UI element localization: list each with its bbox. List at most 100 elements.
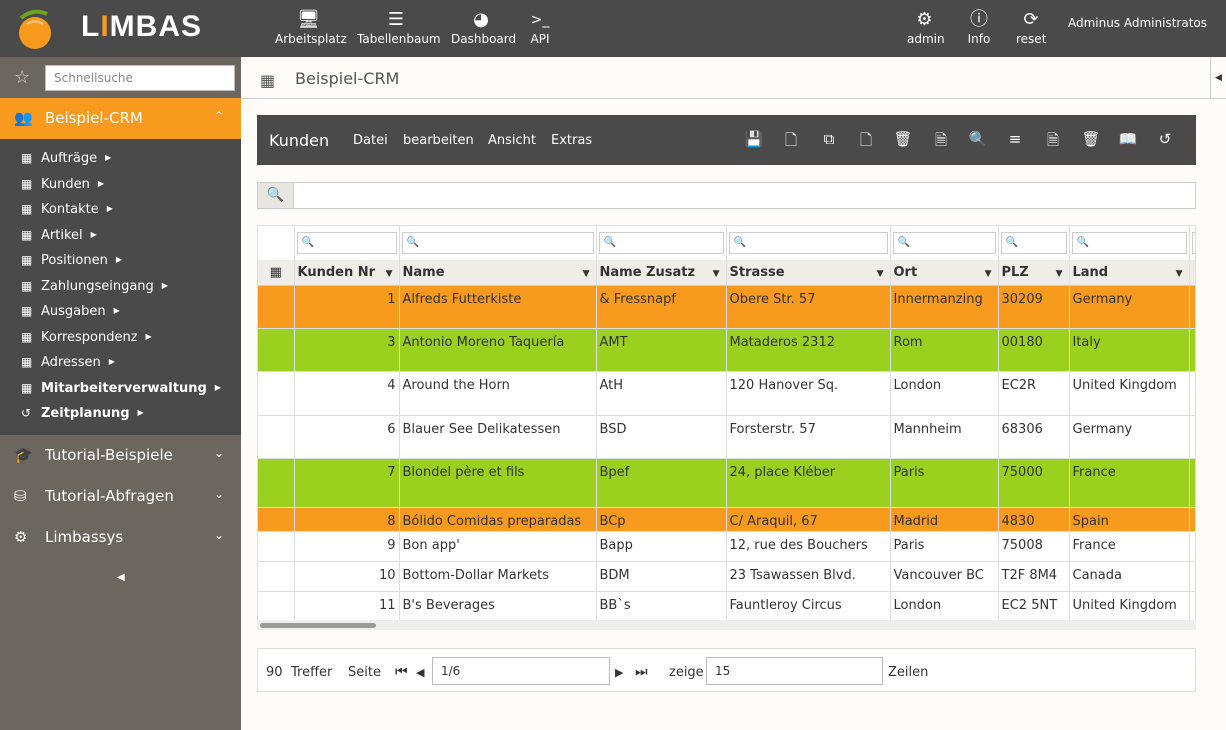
cell-extra[interactable] — [1189, 591, 1195, 621]
nav-api[interactable]: >_ API — [530, 10, 550, 46]
page-input[interactable]: 1/6 — [432, 657, 610, 685]
column-header-strasse[interactable]: Strasse ▼ — [726, 260, 891, 286]
cell-ort[interactable]: Mannheim — [890, 415, 999, 459]
cell-strasse[interactable]: Mataderos 2312 — [726, 328, 891, 372]
cell-strasse[interactable]: Obere Str. 57 — [726, 285, 891, 329]
caret-down-icon[interactable]: ▼ — [1175, 269, 1183, 279]
cell-extra[interactable] — [1189, 371, 1195, 416]
cell-nr[interactable]: 7 — [294, 458, 400, 508]
filter-input-extra[interactable]: 🔍 — [1191, 232, 1195, 254]
sidebar-item-adressen[interactable]: ▦ Adressen ▶ — [0, 351, 241, 377]
table-row[interactable]: 7 Blondel père et fils Bpef 24, place Klébe… — [258, 458, 1195, 508]
nav-info[interactable]: ⓘ Info — [967, 10, 991, 47]
cell-ort[interactable]: Vancouver BC — [890, 561, 999, 592]
cell-nr[interactable]: 6 — [294, 415, 400, 459]
cell-extra[interactable] — [1189, 507, 1195, 532]
column-header-plz[interactable]: PLZ ▼ — [998, 260, 1070, 286]
table-row[interactable]: 9 Bon app' Bapp 12, rue des Bouchers Paris 75… — [258, 531, 1195, 562]
cell-name[interactable]: Alfreds Futterkiste — [399, 285, 597, 329]
nav-tabellenbaum[interactable]: ☰ Tabellenbaum — [357, 10, 441, 47]
table-search-bar[interactable]: 🔍 — [257, 182, 1196, 209]
cell-name[interactable]: Bon app' — [399, 531, 597, 562]
last-page-icon[interactable]: ⏭ — [635, 664, 648, 680]
cell-land[interactable]: United Kingdom — [1069, 371, 1190, 416]
cell-ort[interactable]: Innermanzing — [890, 285, 999, 329]
caret-down-icon[interactable]: ▼ — [712, 269, 720, 279]
new-file-icon[interactable]: 🗋 — [784, 131, 798, 149]
search-icon[interactable]: 🔍 — [258, 183, 294, 208]
nav-arbeitsplatz[interactable]: 🖥 Arbeitsplatz — [275, 10, 347, 47]
filter-input-name-zusatz[interactable]: 🔍 — [598, 232, 724, 254]
filter-input-kunden-nr[interactable]: 🔍 — [296, 232, 397, 254]
cell-zusatz[interactable]: & Fressnapf — [596, 285, 727, 329]
cell-strasse[interactable]: 120 Hanover Sq. — [726, 371, 891, 416]
cell-strasse[interactable]: C/ Araquil, 67 — [726, 507, 891, 532]
cell-strasse[interactable]: 23 Tsawassen Blvd. — [726, 561, 891, 592]
cell-zusatz[interactable]: BCp — [596, 507, 727, 532]
cell-name[interactable]: Bólido Comidas preparadas — [399, 507, 597, 532]
sidebar-item-mitarbeiterverwaltung[interactable]: ▦ Mitarbeiterverwaltung ▶ — [0, 377, 241, 403]
cell-plz[interactable]: EC2 5NT — [998, 591, 1070, 621]
cell-extra[interactable] — [1189, 285, 1195, 329]
nav-reset[interactable]: ⟳ reset — [1016, 10, 1046, 47]
next-page-icon[interactable]: ▶ — [615, 666, 624, 679]
trash-alt-icon[interactable]: 🗑 — [1081, 130, 1101, 148]
column-settings-icon[interactable]: ▦ — [258, 260, 295, 286]
prev-page-icon[interactable]: ◀ — [416, 666, 425, 679]
cell-plz[interactable]: 30209 — [998, 285, 1070, 329]
caret-down-icon[interactable]: ▼ — [1055, 269, 1063, 279]
cell-extra[interactable] — [1189, 561, 1195, 592]
cell-strasse[interactable]: Fauntleroy Circus — [726, 591, 891, 621]
table-row[interactable]: 6 Blauer See Delikatessen BSD Forsterstr. 5… — [258, 415, 1195, 459]
rows-per-page-input[interactable]: 15 — [706, 657, 883, 685]
column-header-name[interactable]: Name ▼ — [399, 260, 597, 286]
cell-nr[interactable]: 8 — [294, 507, 400, 532]
book-icon[interactable]: 📖 — [1118, 130, 1138, 148]
group-tutorial-beispiele[interactable]: 🎓 Tutorial-Beispiele ⌄ — [0, 435, 241, 476]
row-select-cell[interactable] — [258, 531, 295, 562]
cell-ort[interactable]: London — [890, 591, 999, 621]
row-select-cell[interactable] — [258, 285, 295, 329]
column-header-land[interactable]: Land ▼ — [1069, 260, 1190, 286]
column-header-kunden-nr[interactable]: Kunden Nr ▼ — [294, 260, 400, 286]
menu-datei[interactable]: Datei — [353, 133, 388, 148]
row-select-cell[interactable] — [258, 507, 295, 532]
cell-land[interactable]: Germany — [1069, 285, 1190, 329]
sidebar-item-kunden[interactable]: ▦ Kunden ▶ — [0, 173, 241, 199]
cell-name[interactable]: Antonio Moreno Taquería — [399, 328, 597, 372]
cell-zusatz[interactable]: Bpef — [596, 458, 727, 508]
sidebar-item-zahlungseingang[interactable]: ▦ Zahlungseingang ▶ — [0, 275, 241, 301]
cell-nr[interactable]: 1 — [294, 285, 400, 329]
search-icon[interactable]: 🔍 — [968, 130, 988, 148]
cell-name[interactable]: Around the Horn — [399, 371, 597, 416]
filter-list-icon[interactable]: ≡ — [1008, 130, 1022, 148]
cell-plz[interactable]: 4830 — [998, 507, 1070, 532]
table-row[interactable]: 3 Antonio Moreno Taquería AMT Mataderos 231… — [258, 328, 1195, 372]
filter-input-plz[interactable]: 🔍 — [1000, 232, 1067, 254]
menu-extras[interactable]: Extras — [551, 133, 593, 148]
trash-icon[interactable]: 🗑 — [893, 130, 913, 148]
quicksearch-input[interactable] — [45, 65, 235, 91]
cell-strasse[interactable]: 24, place Kléber — [726, 458, 891, 508]
user-name[interactable]: Adminus Administratos — [1067, 16, 1207, 30]
cell-ort[interactable]: London — [890, 371, 999, 416]
cell-land[interactable]: France — [1069, 458, 1190, 508]
table-row[interactable]: 11 B's Beverages BB`s Fauntleroy Circus Lond… — [258, 591, 1195, 621]
save-icon[interactable]: 💾 — [744, 130, 764, 148]
cell-ort[interactable]: Rom — [890, 328, 999, 372]
nav-dashboard[interactable]: ◕ Dashboard — [451, 10, 516, 47]
cell-name[interactable]: Bottom-Dollar Markets — [399, 561, 597, 592]
cell-zusatz[interactable]: BB`s — [596, 591, 727, 621]
sidebar-item-korrespondenz[interactable]: ▦ Korrespondenz ▶ — [0, 326, 241, 352]
row-select-cell[interactable] — [258, 591, 295, 621]
remove-file-icon[interactable]: 🗋 — [859, 131, 873, 149]
row-select-cell[interactable] — [258, 561, 295, 592]
sidebar-item-positionen[interactable]: ▦ Positionen ▶ — [0, 249, 241, 275]
table-row[interactable]: 8 Bólido Comidas preparadas BCp C/ Araquil,… — [258, 507, 1195, 532]
cell-land[interactable]: Spain — [1069, 507, 1190, 532]
cell-plz[interactable]: 00180 — [998, 328, 1070, 372]
cell-land[interactable]: Italy — [1069, 328, 1190, 372]
cell-extra[interactable] — [1189, 415, 1195, 459]
cell-nr[interactable]: 9 — [294, 531, 400, 562]
file-settings-icon[interactable]: 🗎 — [1046, 131, 1060, 149]
